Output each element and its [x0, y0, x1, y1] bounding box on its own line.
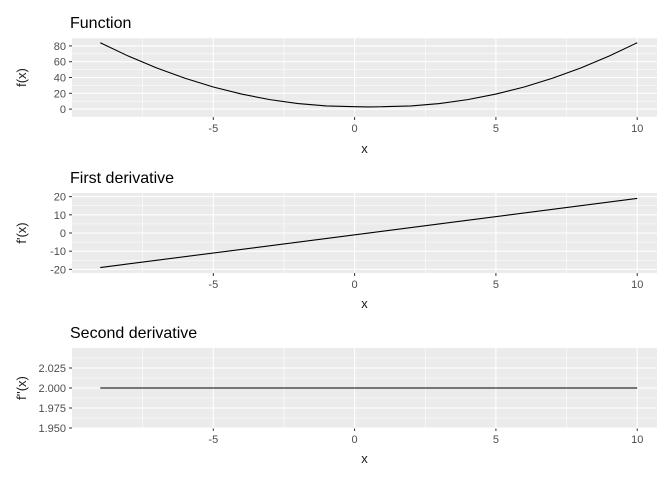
chart-panel-2: -5 0 5 10 -20 -10 0 10 20 First derivative x f'(x)	[14, 170, 657, 311]
x-tick-label: 0	[352, 434, 358, 446]
y-tick-label: -20	[50, 264, 66, 276]
y-tick-label: 2.000	[38, 383, 66, 395]
y-tick-label: -10	[50, 246, 66, 258]
panel-title: First derivative	[70, 170, 174, 187]
y-tick-label: 20	[54, 192, 66, 204]
y-tick-label: 1.975	[38, 403, 66, 415]
chart-panel-1: -5 0 5 10 0 20 40 60 80 Function x f(x)	[14, 15, 657, 156]
y-tick-label: 10	[54, 210, 66, 222]
x-tick-label: 5	[493, 279, 499, 291]
x-tick-label: 10	[631, 279, 643, 291]
x-tick-label: 10	[631, 434, 643, 446]
y-tick-label: 0	[60, 228, 66, 240]
chart-panel-3: -5 0 5 10 1.950 1.975 2.000 2.025 Second derivat…	[14, 325, 657, 466]
x-tick-label: 0	[352, 279, 358, 291]
y-axis-title: f(x)	[14, 68, 29, 87]
y-tick-label: 1.950	[38, 423, 66, 435]
y-tick-label: 20	[54, 88, 66, 100]
y-axis-title: f'(x)	[14, 222, 29, 243]
x-axis-title: x	[361, 141, 368, 156]
x-tick-label: 0	[352, 123, 358, 135]
x-tick-label: 5	[493, 434, 499, 446]
x-tick-label: -5	[208, 279, 218, 291]
y-tick-label: 80	[54, 41, 66, 53]
y-tick-label: 40	[54, 73, 66, 85]
y-tick-label: 0	[60, 104, 66, 116]
x-tick-label: -5	[208, 123, 218, 135]
y-tick-label: 2.025	[38, 363, 66, 375]
y-axis-title: f''(x)	[14, 376, 29, 400]
panel-title: Function	[70, 15, 131, 32]
x-axis-title: x	[361, 451, 368, 466]
x-tick-label: 10	[631, 123, 643, 135]
x-tick-label: -5	[208, 434, 218, 446]
x-tick-label: 5	[493, 123, 499, 135]
x-axis-title: x	[361, 296, 368, 311]
y-tick-label: 60	[54, 57, 66, 69]
series-line	[100, 197, 638, 269]
panel-title: Second derivative	[70, 325, 197, 342]
series-line	[100, 42, 638, 108]
